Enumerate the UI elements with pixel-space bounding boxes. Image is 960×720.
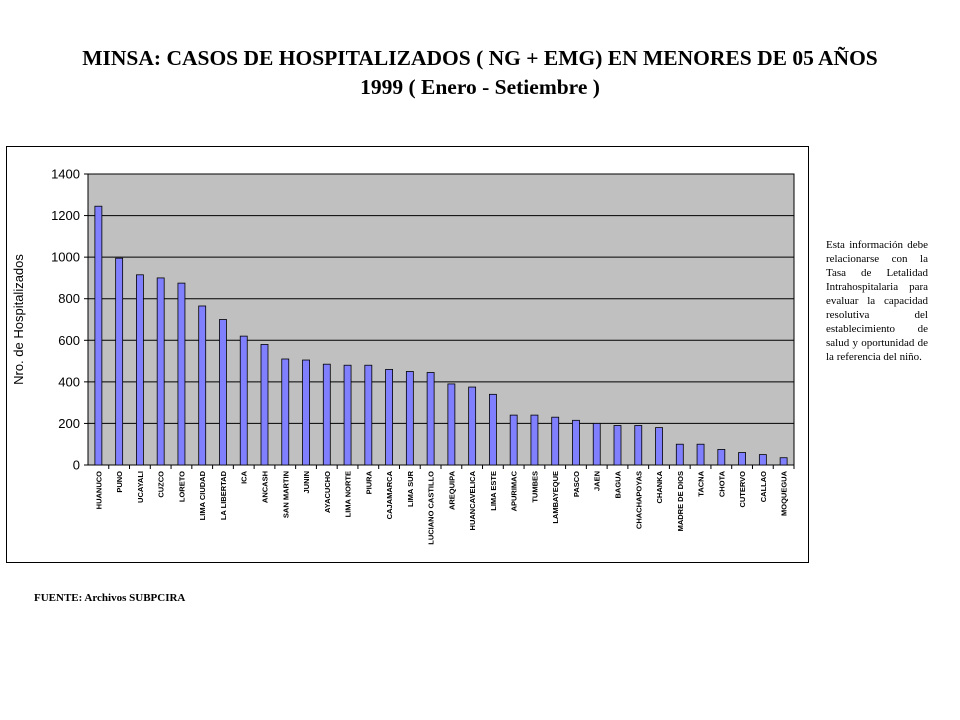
x-tick-label: CALLAO xyxy=(759,471,768,502)
y-axis-title: Nro. de Hospitalizados xyxy=(11,254,26,385)
x-tick-label: TACNA xyxy=(697,470,706,496)
bar xyxy=(509,414,518,466)
y-tick-label: 0 xyxy=(73,458,80,473)
y-tick-label: 1200 xyxy=(51,208,80,223)
bar xyxy=(260,344,269,466)
x-tick-label: CHOTA xyxy=(717,470,726,497)
bar xyxy=(343,364,352,466)
bar xyxy=(572,419,580,466)
y-tick-label: 600 xyxy=(58,333,80,348)
x-tick-label: HUANUCO xyxy=(94,471,103,509)
bar xyxy=(468,386,477,466)
y-tick-label: 1000 xyxy=(51,250,80,265)
x-tick-label: LAMBAYEQUE xyxy=(551,471,560,524)
bar xyxy=(592,423,601,466)
x-tick-label: UCAYALI xyxy=(136,471,145,503)
x-tick-label: MOQUEGUA xyxy=(780,470,789,516)
bar xyxy=(239,335,248,466)
x-tick-label: PASCO xyxy=(572,471,581,497)
plot-area xyxy=(87,173,795,466)
bar xyxy=(405,371,414,466)
x-tick-label: HUANCAVELICA xyxy=(468,470,477,530)
page-title: MINSA: CASOS DE HOSPITALIZADOS ( NG + EM… xyxy=(20,44,940,102)
x-tick-label: AREQUIPA xyxy=(447,470,456,510)
title-line-1: MINSA: CASOS DE HOSPITALIZADOS ( NG + EM… xyxy=(82,46,878,70)
x-tick-label: CUZCO xyxy=(157,471,166,498)
bar xyxy=(758,454,767,466)
x-tick-label: PUNO xyxy=(115,471,124,493)
bar xyxy=(322,363,331,466)
bar xyxy=(115,257,124,466)
bar xyxy=(302,359,310,466)
bar xyxy=(364,364,373,466)
x-tick-label: LIMA SUR xyxy=(406,470,415,507)
x-tick-label: BAGUA xyxy=(614,470,623,498)
bar xyxy=(613,425,622,466)
bar xyxy=(717,449,726,466)
x-tick-label: LORETO xyxy=(177,471,186,502)
x-tick-label: JUNIN xyxy=(302,471,311,494)
bar xyxy=(489,393,497,466)
x-tick-label: ICA xyxy=(240,470,249,484)
bar xyxy=(136,274,144,466)
bar xyxy=(281,358,290,466)
x-tick-label: PIURA xyxy=(364,470,373,494)
bar xyxy=(447,383,456,466)
bar xyxy=(198,305,207,466)
bar xyxy=(177,282,186,466)
source-note: FUENTE: Archivos SUBPCIRA xyxy=(34,592,186,604)
bar xyxy=(219,319,227,466)
x-tick-label: LIMA NORTE xyxy=(344,471,353,517)
x-tick-label: AYACUCHO xyxy=(323,471,332,513)
bar xyxy=(675,443,684,466)
title-line-2: 1999 ( Enero - Setiembre ) xyxy=(360,75,600,99)
bar xyxy=(738,452,746,466)
bar xyxy=(696,443,705,466)
x-tick-label: CAJAMARCA xyxy=(385,470,394,519)
y-tick-label: 400 xyxy=(58,374,80,389)
bar xyxy=(385,368,393,466)
x-tick-label: LA LIBERTAD xyxy=(219,470,228,520)
y-tick-label: 200 xyxy=(58,416,80,431)
x-tick-label: CHACHAPOYAS xyxy=(634,471,643,529)
x-tick-label: CHANKA xyxy=(655,470,664,503)
y-tick-label: 1400 xyxy=(51,167,80,182)
x-tick-label: LUCIANO CASTILLO xyxy=(427,471,436,545)
chart-frame: 0 200 400 600 800 1000 1200 1400 Nro. de Hospita… xyxy=(6,146,809,563)
x-tick-label: ANCASH xyxy=(261,471,270,503)
x-tick-label: CUTERVO xyxy=(738,471,747,508)
bar xyxy=(779,457,788,466)
bar xyxy=(530,414,539,466)
x-tick-label: TUMBES xyxy=(530,471,539,503)
bar xyxy=(551,416,560,466)
x-tick-label: SAN MARTIN xyxy=(281,471,290,518)
bar xyxy=(94,205,103,466)
bar xyxy=(156,277,165,466)
side-note: Esta información debe relacionarse con l… xyxy=(826,239,928,363)
x-tick-label: MADRE DE DIOS xyxy=(676,471,685,531)
bar xyxy=(426,372,435,466)
x-tick-label: APURIMAC xyxy=(510,470,519,511)
x-tick-label: JAEN xyxy=(593,471,602,491)
x-tick-label: LIMA ESTE xyxy=(489,471,498,511)
y-tick-label: 800 xyxy=(58,291,80,306)
bar xyxy=(655,427,663,466)
bar xyxy=(634,425,643,466)
x-tick-label: LIMA CIUDAD xyxy=(198,470,207,520)
bar-chart: 0 200 400 600 800 1000 1200 1400 Nro. de Hospita… xyxy=(11,167,795,545)
